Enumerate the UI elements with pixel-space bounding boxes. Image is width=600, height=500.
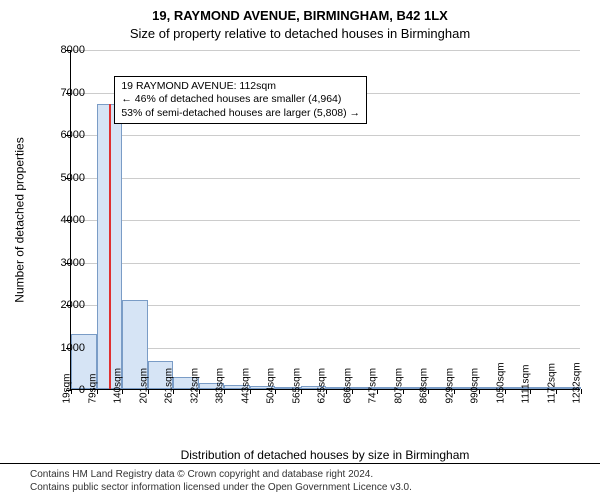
gridline [71, 263, 580, 264]
annotation-line3: 53% of semi-detached houses are larger (… [121, 107, 360, 121]
footer-line2: Contains public sector information licen… [0, 481, 600, 494]
y-axis-label: Number of detached properties [12, 50, 27, 390]
gridline [71, 135, 580, 136]
y-tick-label: 1000 [45, 342, 85, 354]
annotation-line2: ← 46% of detached houses are smaller (4,… [121, 93, 360, 107]
y-tick-label: 8000 [45, 44, 85, 56]
annotation-box: 19 RAYMOND AVENUE: 112sqm← 46% of detach… [114, 76, 367, 125]
y-tick-label: 3000 [45, 257, 85, 269]
y-tick-label: 2000 [45, 299, 85, 311]
gridline [71, 178, 580, 179]
footer-line1: Contains HM Land Registry data © Crown c… [0, 468, 600, 481]
y-tick-label: 5000 [45, 172, 85, 184]
y-tick-label: 4000 [45, 214, 85, 226]
property-marker-line [109, 104, 111, 389]
footer-attribution: Contains HM Land Registry data © Crown c… [0, 463, 600, 494]
plot-area: 19 RAYMOND AVENUE: 112sqm← 46% of detach… [70, 50, 580, 390]
x-axis-label: Distribution of detached houses by size … [70, 448, 580, 462]
y-tick-label: 7000 [45, 87, 85, 99]
chart-container: 19, RAYMOND AVENUE, BIRMINGHAM, B42 1LX … [0, 0, 600, 500]
y-tick-label: 6000 [45, 129, 85, 141]
annotation-line1: 19 RAYMOND AVENUE: 112sqm [121, 80, 360, 94]
chart-title-address: 19, RAYMOND AVENUE, BIRMINGHAM, B42 1LX [0, 8, 600, 23]
gridline [71, 50, 580, 51]
gridline [71, 220, 580, 221]
chart-subtitle: Size of property relative to detached ho… [0, 26, 600, 41]
